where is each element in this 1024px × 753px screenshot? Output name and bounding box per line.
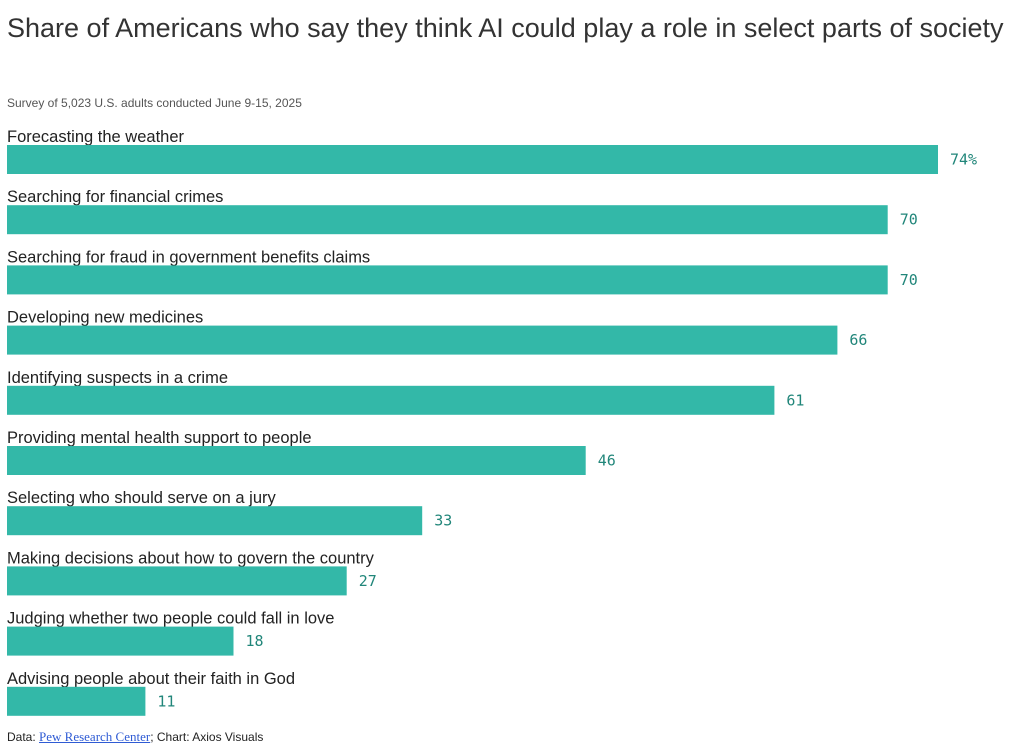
bar: [7, 566, 347, 596]
chart-title: Share of Americans who say they think AI…: [7, 13, 1004, 43]
bar: [7, 626, 234, 656]
chart-credit: ; Chart: Axios Visuals: [150, 730, 264, 744]
value-label: 66: [849, 331, 867, 349]
value-label: 33: [434, 512, 452, 530]
bar: [7, 265, 888, 295]
category-label: Advising people about their faith in God: [7, 670, 295, 688]
bar: [7, 686, 146, 716]
source-link[interactable]: Pew Research Center: [39, 729, 151, 744]
category-label: Providing mental health support to peopl…: [7, 429, 312, 447]
value-label: 46: [598, 452, 616, 470]
value-label: 18: [246, 632, 264, 650]
category-label: Identifying suspects in a crime: [7, 369, 228, 387]
value-label: 11: [157, 692, 175, 710]
bar: [7, 506, 423, 536]
bar: [7, 205, 888, 235]
category-label: Developing new medicines: [7, 309, 203, 327]
category-label: Forecasting the weather: [7, 128, 185, 146]
chart-subtitle: Survey of 5,023 U.S. adults conducted Ju…: [7, 96, 302, 110]
bar-chart: Forecasting the weather 74% Searching for …: [7, 128, 977, 716]
data-prefix: Data:: [7, 730, 40, 744]
bar: [7, 385, 775, 415]
category-label: Selecting who should serve on a jury: [7, 489, 276, 507]
bar: [7, 325, 838, 355]
chart-footer: Data: Pew Research Center; Chart: Axios …: [7, 729, 263, 745]
bar: [7, 446, 586, 475]
value-label: 61: [786, 391, 804, 409]
category-label: Searching for fraud in government benefi…: [7, 248, 370, 266]
value-label: 74%: [950, 151, 977, 169]
bar: [7, 145, 938, 174]
value-label: 27: [359, 572, 377, 590]
category-label: Making decisions about how to govern the…: [7, 549, 375, 567]
value-label: 70: [900, 271, 918, 289]
category-label: Searching for financial crimes: [7, 188, 223, 206]
category-label: Judging whether two people could fall in…: [7, 610, 334, 628]
value-label: 70: [900, 211, 918, 229]
